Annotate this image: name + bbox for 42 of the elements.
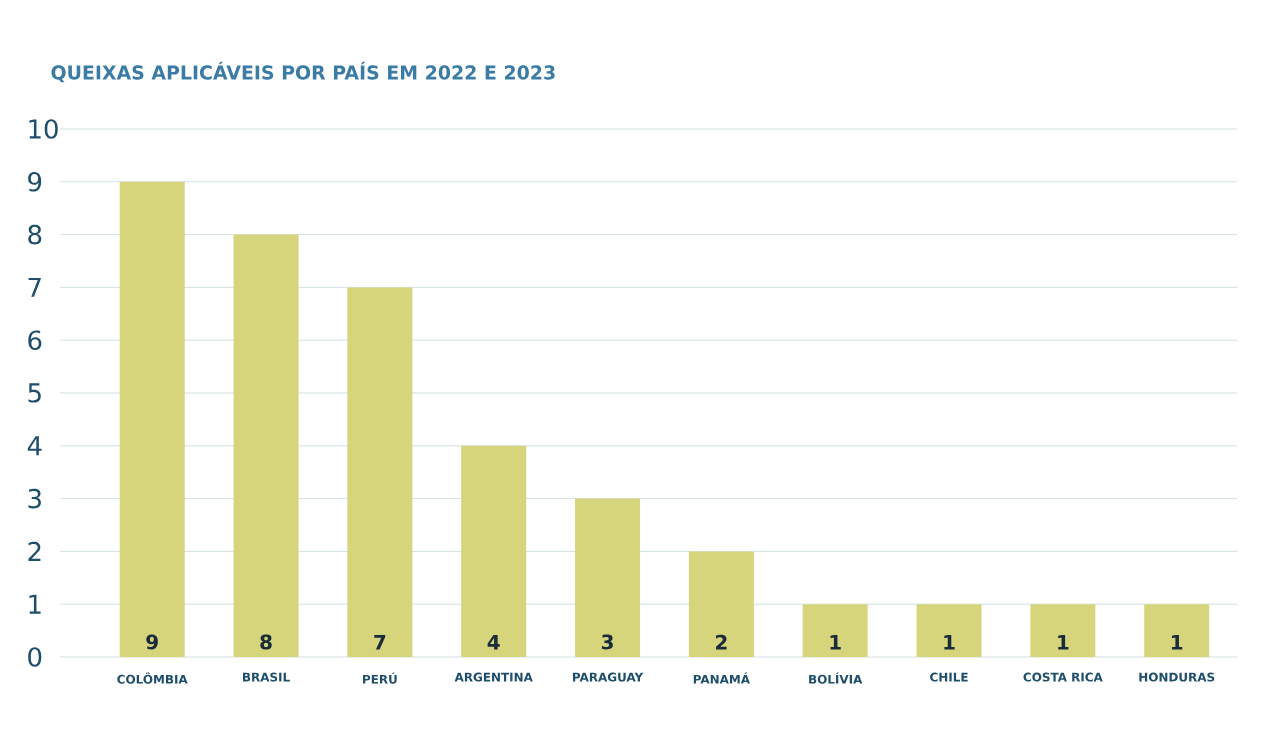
- data-label: 1: [1058, 634, 1069, 650]
- y-tick-label: 8: [28, 224, 42, 245]
- x-tick-label: PERÚ: [363, 672, 397, 684]
- bar: [688, 551, 754, 657]
- y-tick-label: 6: [28, 330, 42, 350]
- y-tick-label: 7: [28, 277, 41, 297]
- bar: [1030, 604, 1096, 657]
- data-label: 4: [487, 634, 500, 650]
- bar: [347, 287, 413, 657]
- x-tick-label: ARGENTINA: [454, 672, 533, 682]
- data-label: 8: [260, 634, 272, 650]
- data-label: 9: [146, 634, 158, 650]
- y-tick-label: 4: [27, 436, 42, 456]
- bar: [802, 604, 868, 657]
- y-tick-label: 2: [28, 541, 41, 562]
- data-label: 1: [830, 634, 841, 650]
- data-label: 3: [601, 634, 613, 650]
- data-label: 1: [944, 634, 955, 650]
- bar: [461, 445, 527, 657]
- bar: [916, 604, 982, 657]
- x-tick-label: COSTA RICA: [1023, 672, 1103, 682]
- x-tick-label: PARAGUAY: [572, 672, 644, 682]
- y-tick-label: 10: [29, 119, 58, 139]
- bar: [575, 498, 641, 657]
- data-label: 1: [1172, 634, 1183, 650]
- x-tick-label: BOLÍVIA: [809, 672, 863, 684]
- y-tick-label: 0: [28, 647, 42, 667]
- x-tick-label: BRASIL: [243, 672, 290, 682]
- y-tick-label: 5: [28, 383, 41, 403]
- bar: [233, 234, 299, 657]
- y-tick-label: 1: [29, 594, 41, 614]
- bar: [1144, 604, 1210, 657]
- chart-title: QUEIXAS APLICÁVEIS POR PAÍS EM 2022 E 2023: [51, 61, 555, 83]
- x-tick-label: CHILE: [930, 672, 968, 682]
- x-tick-label: HONDURAS: [1139, 672, 1215, 682]
- x-tick-label: COLÔMBIA: [117, 672, 188, 684]
- bar: [119, 181, 185, 657]
- data-label: 2: [716, 634, 727, 650]
- data-label: 7: [374, 634, 386, 650]
- y-tick-label: 9: [28, 171, 42, 192]
- y-tick-label: 3: [28, 488, 41, 509]
- x-tick-label: PANAMÁ: [693, 672, 750, 684]
